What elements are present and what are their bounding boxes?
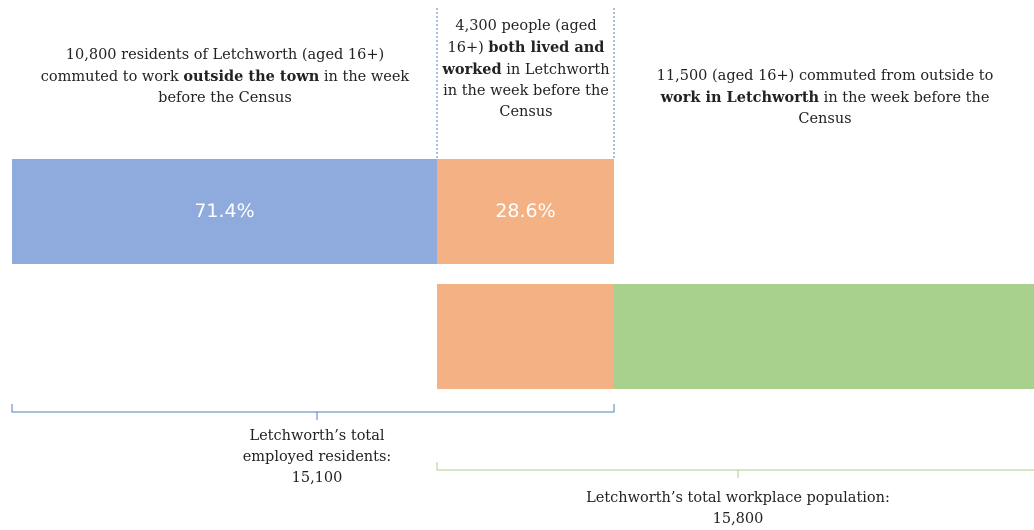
both-share: 28.6% <box>495 200 556 222</box>
text-part: Letchworth’s total workplace population: <box>586 490 890 506</box>
text-part: 15,800 <box>712 511 764 527</box>
residents-out-text: 10,800 residents of Letchworth (aged 16+… <box>25 45 425 109</box>
text-part: 11,500 (aged 16+) commuted from outside … <box>656 68 994 84</box>
bar-in <box>614 284 1034 389</box>
bar-both-bottom <box>437 284 614 389</box>
bar-outside <box>12 159 437 264</box>
bar-both-top <box>437 159 614 264</box>
bracket-residents <box>11 404 615 420</box>
text-part: Letchworth’s total employed residents: <box>242 428 392 465</box>
text-part: in Letchworth in the week before the Cen… <box>443 62 610 120</box>
workplace-population: Letchworth’s total workplace population:… <box>530 488 946 530</box>
text-part: both lived and worked <box>442 39 605 78</box>
commuters-in-text: 11,500 (aged 16+) commuted from outside … <box>650 66 1000 130</box>
bracket-workplace <box>436 462 1034 478</box>
outside-share: 71.4% <box>194 200 255 222</box>
text-part: outside the town <box>183 68 320 85</box>
employed-residents: Letchworth’s total employed residents: 15… <box>212 426 422 489</box>
text-part: 4,300 people (aged 16+) <box>447 18 597 56</box>
text-part: 15,100 <box>291 470 343 486</box>
both-text: 4,300 people (aged 16+) both lived and w… <box>440 16 612 123</box>
text-part: work in Letchworth <box>660 89 820 106</box>
text-part: in the week before the Census <box>798 90 990 127</box>
text-part: in the week before the Census <box>158 69 410 106</box>
text-part: 10,800 residents of Letchworth (aged 16+… <box>40 47 385 85</box>
